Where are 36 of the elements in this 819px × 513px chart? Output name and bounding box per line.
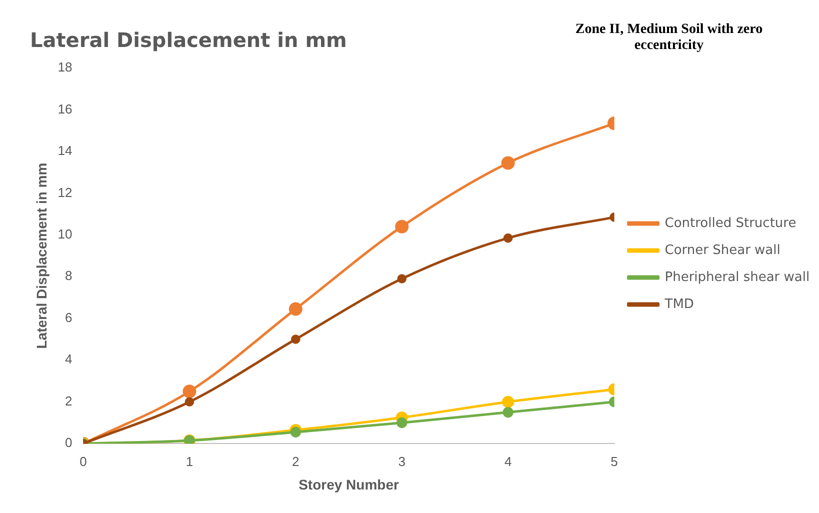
y-tick-label: 0 (65, 435, 72, 450)
point (397, 274, 407, 284)
y-tick-label: 6 (65, 310, 72, 325)
y-tick-label: 12 (58, 184, 72, 200)
legend-label: Pheripheral shear wall (664, 270, 810, 285)
y-tick-label: 18 (58, 60, 72, 75)
legend-label: Controlled Structure (664, 216, 796, 231)
y-tick-label: 10 (58, 226, 72, 242)
point (501, 156, 515, 170)
text: Zone II, Medium Soil with zero eccentricity (574, 22, 764, 54)
y-tick-label: 8 (65, 268, 72, 284)
point (502, 396, 514, 408)
chart-title: Lateral Displacement in mm (30, 28, 347, 52)
y-tick-label: 4 (65, 352, 72, 367)
point (288, 302, 302, 316)
x-tick-label: 1 (186, 454, 194, 469)
x-tick-label: 3 (398, 454, 406, 469)
y-axis-title: Lateral Displacement in mm (33, 162, 50, 349)
x-tick-label: 4 (504, 454, 512, 469)
point (503, 233, 513, 243)
point (182, 384, 196, 398)
point (290, 426, 302, 438)
y-tick-label: 16 (58, 101, 72, 116)
y-tick-label: 2 (65, 393, 72, 408)
legend-label: TMD (664, 296, 694, 312)
x-tick-label: 5 (610, 454, 618, 469)
x-tick-label: 0 (80, 454, 87, 469)
y-tick-label: 14 (58, 143, 72, 158)
point (395, 220, 409, 234)
x-axis-title: Storey Number (298, 476, 400, 492)
point (502, 406, 514, 418)
point (396, 417, 408, 428)
legend-label: Corner Shear wall (664, 242, 780, 258)
x-tick-label: 2 (292, 454, 300, 469)
point (291, 334, 300, 344)
point (184, 397, 194, 407)
